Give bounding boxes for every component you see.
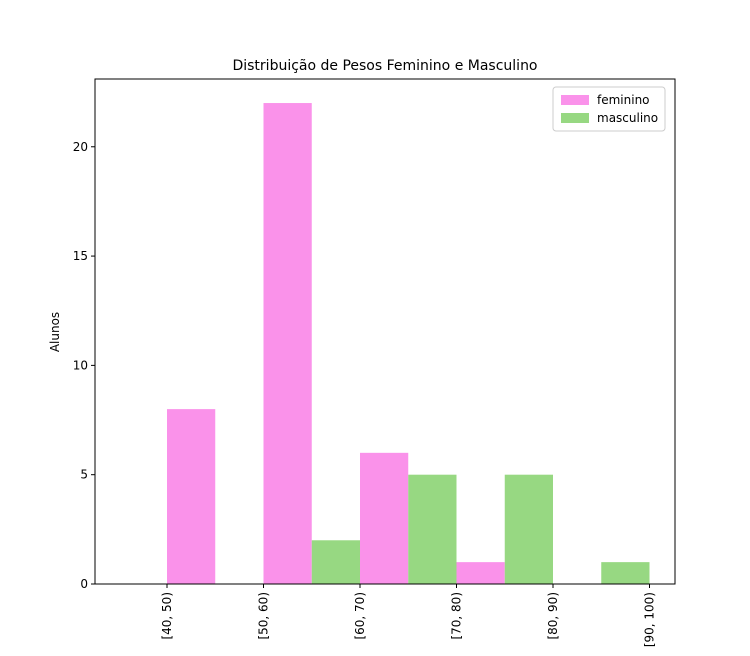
x-tick-label: [90, 100) bbox=[643, 592, 657, 647]
chart-title: Distribuição de Pesos Feminino e Masculi… bbox=[232, 58, 537, 74]
y-tick-label: 5 bbox=[80, 468, 88, 482]
bar bbox=[601, 562, 650, 584]
bar bbox=[263, 103, 312, 585]
y-tick-label: 15 bbox=[73, 249, 88, 263]
bar bbox=[360, 452, 409, 584]
bar bbox=[456, 562, 505, 584]
bar bbox=[167, 409, 216, 584]
legend-swatch bbox=[561, 113, 589, 123]
bar bbox=[311, 540, 360, 584]
bar bbox=[408, 474, 457, 584]
y-tick-label: 0 bbox=[80, 577, 88, 591]
x-tick-label: [40, 50) bbox=[160, 592, 174, 640]
y-tick-label: 10 bbox=[73, 358, 88, 372]
legend-swatch bbox=[561, 95, 589, 105]
x-tick-label: [80, 90) bbox=[546, 592, 560, 640]
x-tick-label: [70, 80) bbox=[450, 592, 464, 640]
y-axis-label: Alunos bbox=[48, 312, 62, 352]
y-tick-label: 20 bbox=[73, 140, 88, 154]
bar bbox=[504, 474, 553, 584]
legend-label: feminino bbox=[597, 93, 650, 107]
axes-frame bbox=[94, 78, 676, 585]
x-tick-label: [50, 60) bbox=[257, 592, 271, 640]
legend-label: masculino bbox=[597, 111, 658, 125]
x-tick-label: [60, 70) bbox=[353, 592, 367, 640]
